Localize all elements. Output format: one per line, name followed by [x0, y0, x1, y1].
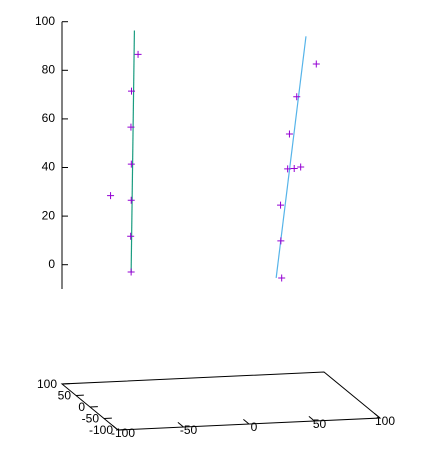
x-tick — [243, 419, 250, 425]
point — [134, 50, 142, 58]
point — [127, 196, 135, 204]
z-tick-label: 20 — [42, 208, 56, 222]
point — [297, 163, 305, 171]
z-tick-label: 60 — [42, 111, 56, 125]
x-tick — [374, 413, 381, 419]
x-tick-label: -100 — [111, 426, 135, 440]
z-tick-label: 80 — [42, 62, 56, 76]
point — [107, 192, 115, 200]
y-tick-label: 50 — [58, 389, 72, 403]
point — [277, 237, 285, 245]
point — [127, 160, 135, 168]
line — [130, 30, 136, 272]
point — [127, 268, 135, 276]
point — [312, 60, 320, 68]
x-tick-label: 0 — [251, 420, 258, 434]
z-tick-label: 100 — [35, 14, 55, 28]
y-tick-label: 0 — [78, 400, 85, 414]
point — [128, 87, 136, 95]
point — [277, 201, 285, 209]
point — [284, 165, 292, 173]
z-tick-label: 0 — [48, 257, 55, 271]
y-tick-label: -100 — [89, 423, 113, 437]
z-tick-label: 40 — [42, 160, 56, 174]
point — [127, 232, 135, 240]
point — [285, 130, 293, 138]
point — [127, 123, 135, 131]
x-tick-label: 100 — [375, 414, 395, 428]
x-tick — [177, 422, 184, 428]
y-tick-label: 100 — [37, 377, 57, 391]
x-tick-label: -50 — [180, 423, 198, 437]
x-tick-label: 50 — [313, 417, 327, 431]
point — [293, 93, 301, 101]
base-plane — [60, 371, 382, 431]
x-tick — [112, 425, 119, 431]
x-tick — [308, 416, 315, 422]
y-tick-label: -50 — [82, 412, 100, 426]
point — [290, 165, 298, 173]
point — [278, 274, 286, 282]
